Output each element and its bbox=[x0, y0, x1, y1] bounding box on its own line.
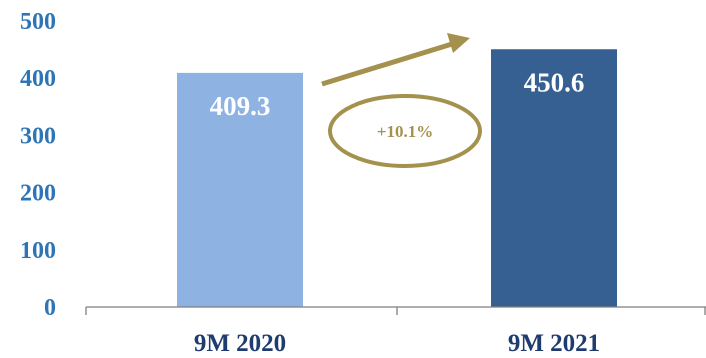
growth-arrow-head bbox=[447, 33, 470, 53]
y-axis-ticks: 0 100 200 300 400 500 bbox=[20, 9, 56, 321]
growth-annotation: +10.1% bbox=[321, 33, 482, 168]
growth-arrow-line bbox=[321, 41, 453, 87]
y-tick-label: 0 bbox=[44, 295, 56, 321]
y-tick-label: 100 bbox=[20, 238, 56, 264]
bar-value-label: 450.6 bbox=[524, 67, 585, 97]
y-tick-label: 300 bbox=[20, 123, 56, 149]
y-tick-label: 200 bbox=[20, 181, 56, 207]
x-category-label: 9M 2020 bbox=[194, 330, 286, 357]
y-tick-label: 500 bbox=[20, 9, 56, 35]
bar-1 bbox=[177, 72, 303, 307]
y-tick-label: 400 bbox=[20, 66, 56, 92]
bar-value-label: 409.3 bbox=[210, 91, 271, 121]
bars: 409.3 450.6 bbox=[177, 49, 617, 307]
bar-2 bbox=[491, 49, 617, 307]
x-axis-tick-marks bbox=[85, 307, 706, 315]
growth-ellipse bbox=[328, 94, 482, 168]
growth-percent-label: +10.1% bbox=[377, 122, 433, 141]
x-axis-categories: 9M 2020 9M 2021 bbox=[194, 330, 600, 357]
x-category-label: 9M 2021 bbox=[508, 330, 600, 357]
